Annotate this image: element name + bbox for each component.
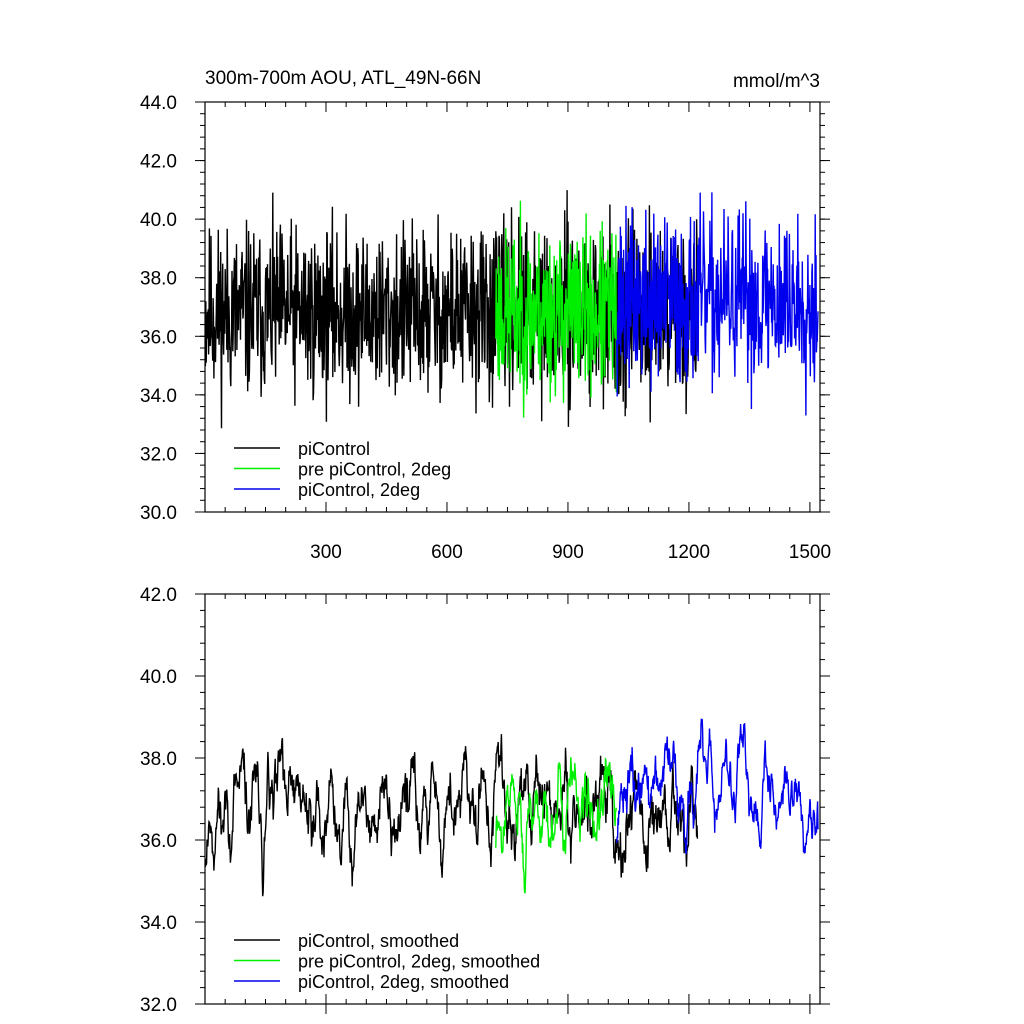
top-axis-ticks: 300 600 900 1200 1500 30.0 32.0 34.0 36.0 38.0 40.…	[140, 93, 831, 563]
x-tick-label: 1500	[789, 542, 831, 563]
top-plot-frame	[204, 101, 821, 513]
legend-label: piControl, 2deg, smoothed	[298, 972, 509, 992]
y-tick-label: 38.0	[140, 269, 177, 290]
legend-label: piControl, 2deg	[298, 480, 420, 500]
bottom-axis-ticks: 32.0 34.0 36.0 38.0 40.0 42.0	[140, 585, 830, 1016]
legend-label: pre piControl, 2deg, smoothed	[298, 952, 540, 972]
y-tick-label: 40.0	[140, 210, 177, 231]
top-chart-title: 300m-700m AOU, ATL_49N-66N	[205, 68, 481, 89]
y-tick-label: 34.0	[140, 913, 177, 934]
legend-label: piControl, smoothed	[298, 931, 459, 951]
series-line-top-0	[205, 190, 699, 429]
legend-label: pre piControl, 2deg	[298, 460, 451, 480]
y-tick-label: 38.0	[140, 749, 177, 770]
y-tick-label: 30.0	[140, 503, 177, 524]
y-tick-label: 40.0	[140, 667, 177, 688]
legend-label: piControl	[298, 439, 370, 459]
top-panel: 300 600 900 1200 1500 30.0 32.0 34.0 36.0 38.0 40.…	[140, 68, 831, 563]
series-line-bottom-2	[616, 718, 819, 855]
series-line-bottom-0	[205, 734, 699, 897]
y-tick-label: 34.0	[140, 386, 177, 407]
bottom-series-group	[205, 718, 819, 897]
series-line-bottom-1	[495, 756, 617, 894]
y-tick-label: 42.0	[140, 152, 177, 173]
x-tick-label: 600	[431, 542, 463, 563]
series-line-top-2	[616, 192, 819, 416]
y-tick-label: 32.0	[140, 995, 177, 1016]
top-series-group	[205, 190, 819, 429]
y-tick-label: 42.0	[140, 585, 177, 606]
y-tick-label: 36.0	[140, 831, 177, 852]
x-tick-label: 300	[310, 542, 342, 563]
x-tick-label: 1200	[668, 542, 710, 563]
top-chart-units: mmol/m^3	[733, 71, 820, 92]
x-tick-label: 900	[552, 542, 584, 563]
bottom-plot-frame	[204, 593, 821, 1005]
y-tick-label: 36.0	[140, 327, 177, 348]
series-line-top-1	[495, 200, 617, 418]
bottom-panel: 32.0 34.0 36.0 38.0 40.0 42.0 piControl, smoo…	[140, 585, 830, 1016]
y-tick-label: 44.0	[140, 93, 177, 114]
y-tick-label: 32.0	[140, 444, 177, 465]
